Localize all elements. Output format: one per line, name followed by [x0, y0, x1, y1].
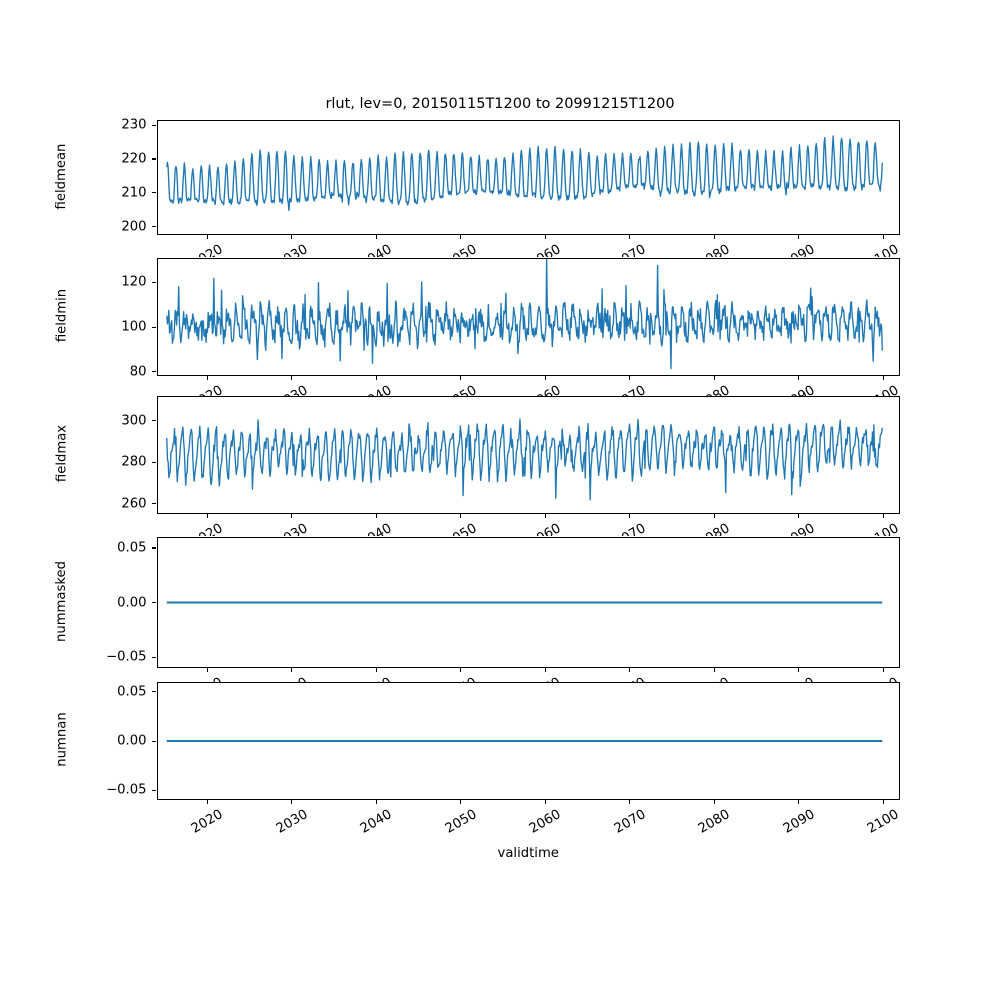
subplot-numnan: [156, 682, 900, 800]
subplot-fieldmin: [156, 258, 900, 376]
x-tick-mark-fieldmin: [798, 376, 800, 381]
x-tick-mark-nummasked: [291, 668, 293, 673]
series-line-numnan: [165, 740, 883, 742]
y-tick-label-fieldmean: 210: [121, 185, 147, 201]
x-tick-mark-fieldmax: [544, 514, 546, 519]
y-tick-mark-fieldmax: [152, 461, 157, 463]
x-tick-mark-nummasked: [882, 668, 884, 673]
y-tick-mark-fieldmin: [152, 326, 157, 328]
x-tick-mark-fieldmin: [460, 376, 462, 381]
plot-area-nummasked: [158, 538, 900, 667]
y-tick-mark-fieldmean: [152, 124, 157, 126]
x-tick-mark-fieldmean: [544, 235, 546, 240]
subplot-fieldmean: [156, 120, 900, 235]
y-tick-mark-numnan: [152, 691, 157, 693]
plot-area-fieldmax: [158, 397, 900, 513]
y-tick-label-fieldmin: 80: [129, 364, 147, 380]
x-tick-mark-numnan: [460, 800, 462, 805]
x-tick-mark-fieldmax: [460, 514, 462, 519]
x-tick-mark-fieldmax: [291, 514, 293, 519]
x-axis-label: validtime: [497, 846, 559, 861]
y-tick-mark-numnan: [152, 740, 157, 742]
x-tick-mark-fieldmean: [206, 235, 208, 240]
x-tick-mark-fieldmean: [882, 235, 884, 240]
x-tick-mark-fieldmin: [206, 376, 208, 381]
x-tick-mark-nummasked: [713, 668, 715, 673]
y-tick-label-numnan: 0.05: [117, 684, 147, 700]
x-tick-mark-fieldmin: [713, 376, 715, 381]
y-tick-mark-fieldmean: [152, 226, 157, 228]
x-tick-mark-fieldmean: [375, 235, 377, 240]
y-tick-mark-fieldmax: [152, 420, 157, 422]
x-tick-mark-numnan: [629, 800, 631, 805]
subplot-gap-mask: [0, 257, 1000, 258]
y-tick-mark-fieldmean: [152, 192, 157, 194]
y-tick-mark-numnan: [152, 789, 157, 791]
x-tick-mark-fieldmin: [544, 376, 546, 381]
y-tick-label-nummasked: 0.05: [117, 540, 147, 556]
x-tick-mark-fieldmean: [629, 235, 631, 240]
y-tick-label-fieldmin: 100: [121, 319, 147, 335]
x-tick-mark-fieldmean: [291, 235, 293, 240]
series-line-fieldmax: [165, 418, 883, 501]
x-tick-mark-numnan: [713, 800, 715, 805]
y-tick-label-fieldmean: 220: [121, 151, 147, 167]
y-tick-label-fieldmin: 120: [121, 274, 147, 290]
series-line-fieldmean: [165, 135, 883, 212]
y-tick-mark-fieldmean: [152, 158, 157, 160]
x-tick-mark-fieldmin: [882, 376, 884, 381]
x-tick-mark-nummasked: [798, 668, 800, 673]
y-tick-mark-fieldmin: [152, 371, 157, 373]
y-tick-mark-nummasked: [152, 656, 157, 658]
y-tick-label-numnan: 0.00: [117, 733, 147, 749]
x-tick-mark-nummasked: [544, 668, 546, 673]
subplot-fieldmax: [156, 396, 900, 514]
x-tick-mark-fieldmax: [375, 514, 377, 519]
x-tick-mark-nummasked: [629, 668, 631, 673]
x-tick-mark-numnan: [206, 800, 208, 805]
y-tick-label-fieldmean: 200: [121, 219, 147, 235]
x-tick-mark-numnan: [291, 800, 293, 805]
plot-area-fieldmin: [158, 259, 900, 375]
series-line-fieldmin: [165, 259, 883, 370]
x-tick-mark-fieldmax: [713, 514, 715, 519]
y-tick-label-nummasked: 0.00: [117, 595, 147, 610]
x-tick-mark-numnan: [375, 800, 377, 805]
y-axis-label-numnan: numnan: [54, 712, 69, 767]
plot-area-fieldmean: [158, 121, 900, 234]
y-tick-mark-nummasked: [152, 602, 157, 604]
x-tick-mark-fieldmin: [291, 376, 293, 381]
y-tick-label-fieldmean: 230: [121, 117, 147, 133]
y-tick-mark-fieldmax: [152, 503, 157, 505]
y-tick-label-nummasked: −0.05: [106, 649, 147, 665]
y-tick-label-numnan: −0.05: [106, 782, 147, 798]
x-tick-mark-fieldmax: [629, 514, 631, 519]
x-tick-mark-numnan: [882, 800, 884, 805]
x-tick-mark-fieldmax: [882, 514, 884, 519]
x-tick-mark-fieldmin: [629, 376, 631, 381]
x-tick-mark-fieldmax: [206, 514, 208, 519]
x-tick-mark-nummasked: [460, 668, 462, 673]
y-tick-mark-nummasked: [152, 547, 157, 549]
x-tick-mark-numnan: [544, 800, 546, 805]
x-tick-mark-fieldmean: [713, 235, 715, 240]
y-tick-label-fieldmax: 260: [121, 496, 147, 512]
x-tick-mark-fieldmean: [460, 235, 462, 240]
y-tick-mark-fieldmin: [152, 281, 157, 284]
x-tick-mark-fieldmean: [798, 235, 800, 240]
x-tick-mark-nummasked: [375, 668, 377, 673]
x-tick-mark-nummasked: [206, 668, 208, 673]
x-tick-mark-fieldmax: [798, 514, 800, 519]
x-tick-mark-numnan: [798, 800, 800, 805]
x-tick-mark-fieldmin: [375, 376, 377, 381]
subplot-gap-mask: [0, 536, 1000, 537]
series-line-nummasked: [165, 601, 883, 604]
subplot-nummasked: [156, 537, 900, 668]
chart-title: rlut, lev=0, 20150115T1200 to 20991215T1…: [325, 96, 675, 112]
y-tick-label-fieldmax: 280: [121, 454, 147, 470]
y-tick-label-fieldmax: 300: [121, 413, 147, 429]
plot-area-numnan: [158, 683, 900, 799]
